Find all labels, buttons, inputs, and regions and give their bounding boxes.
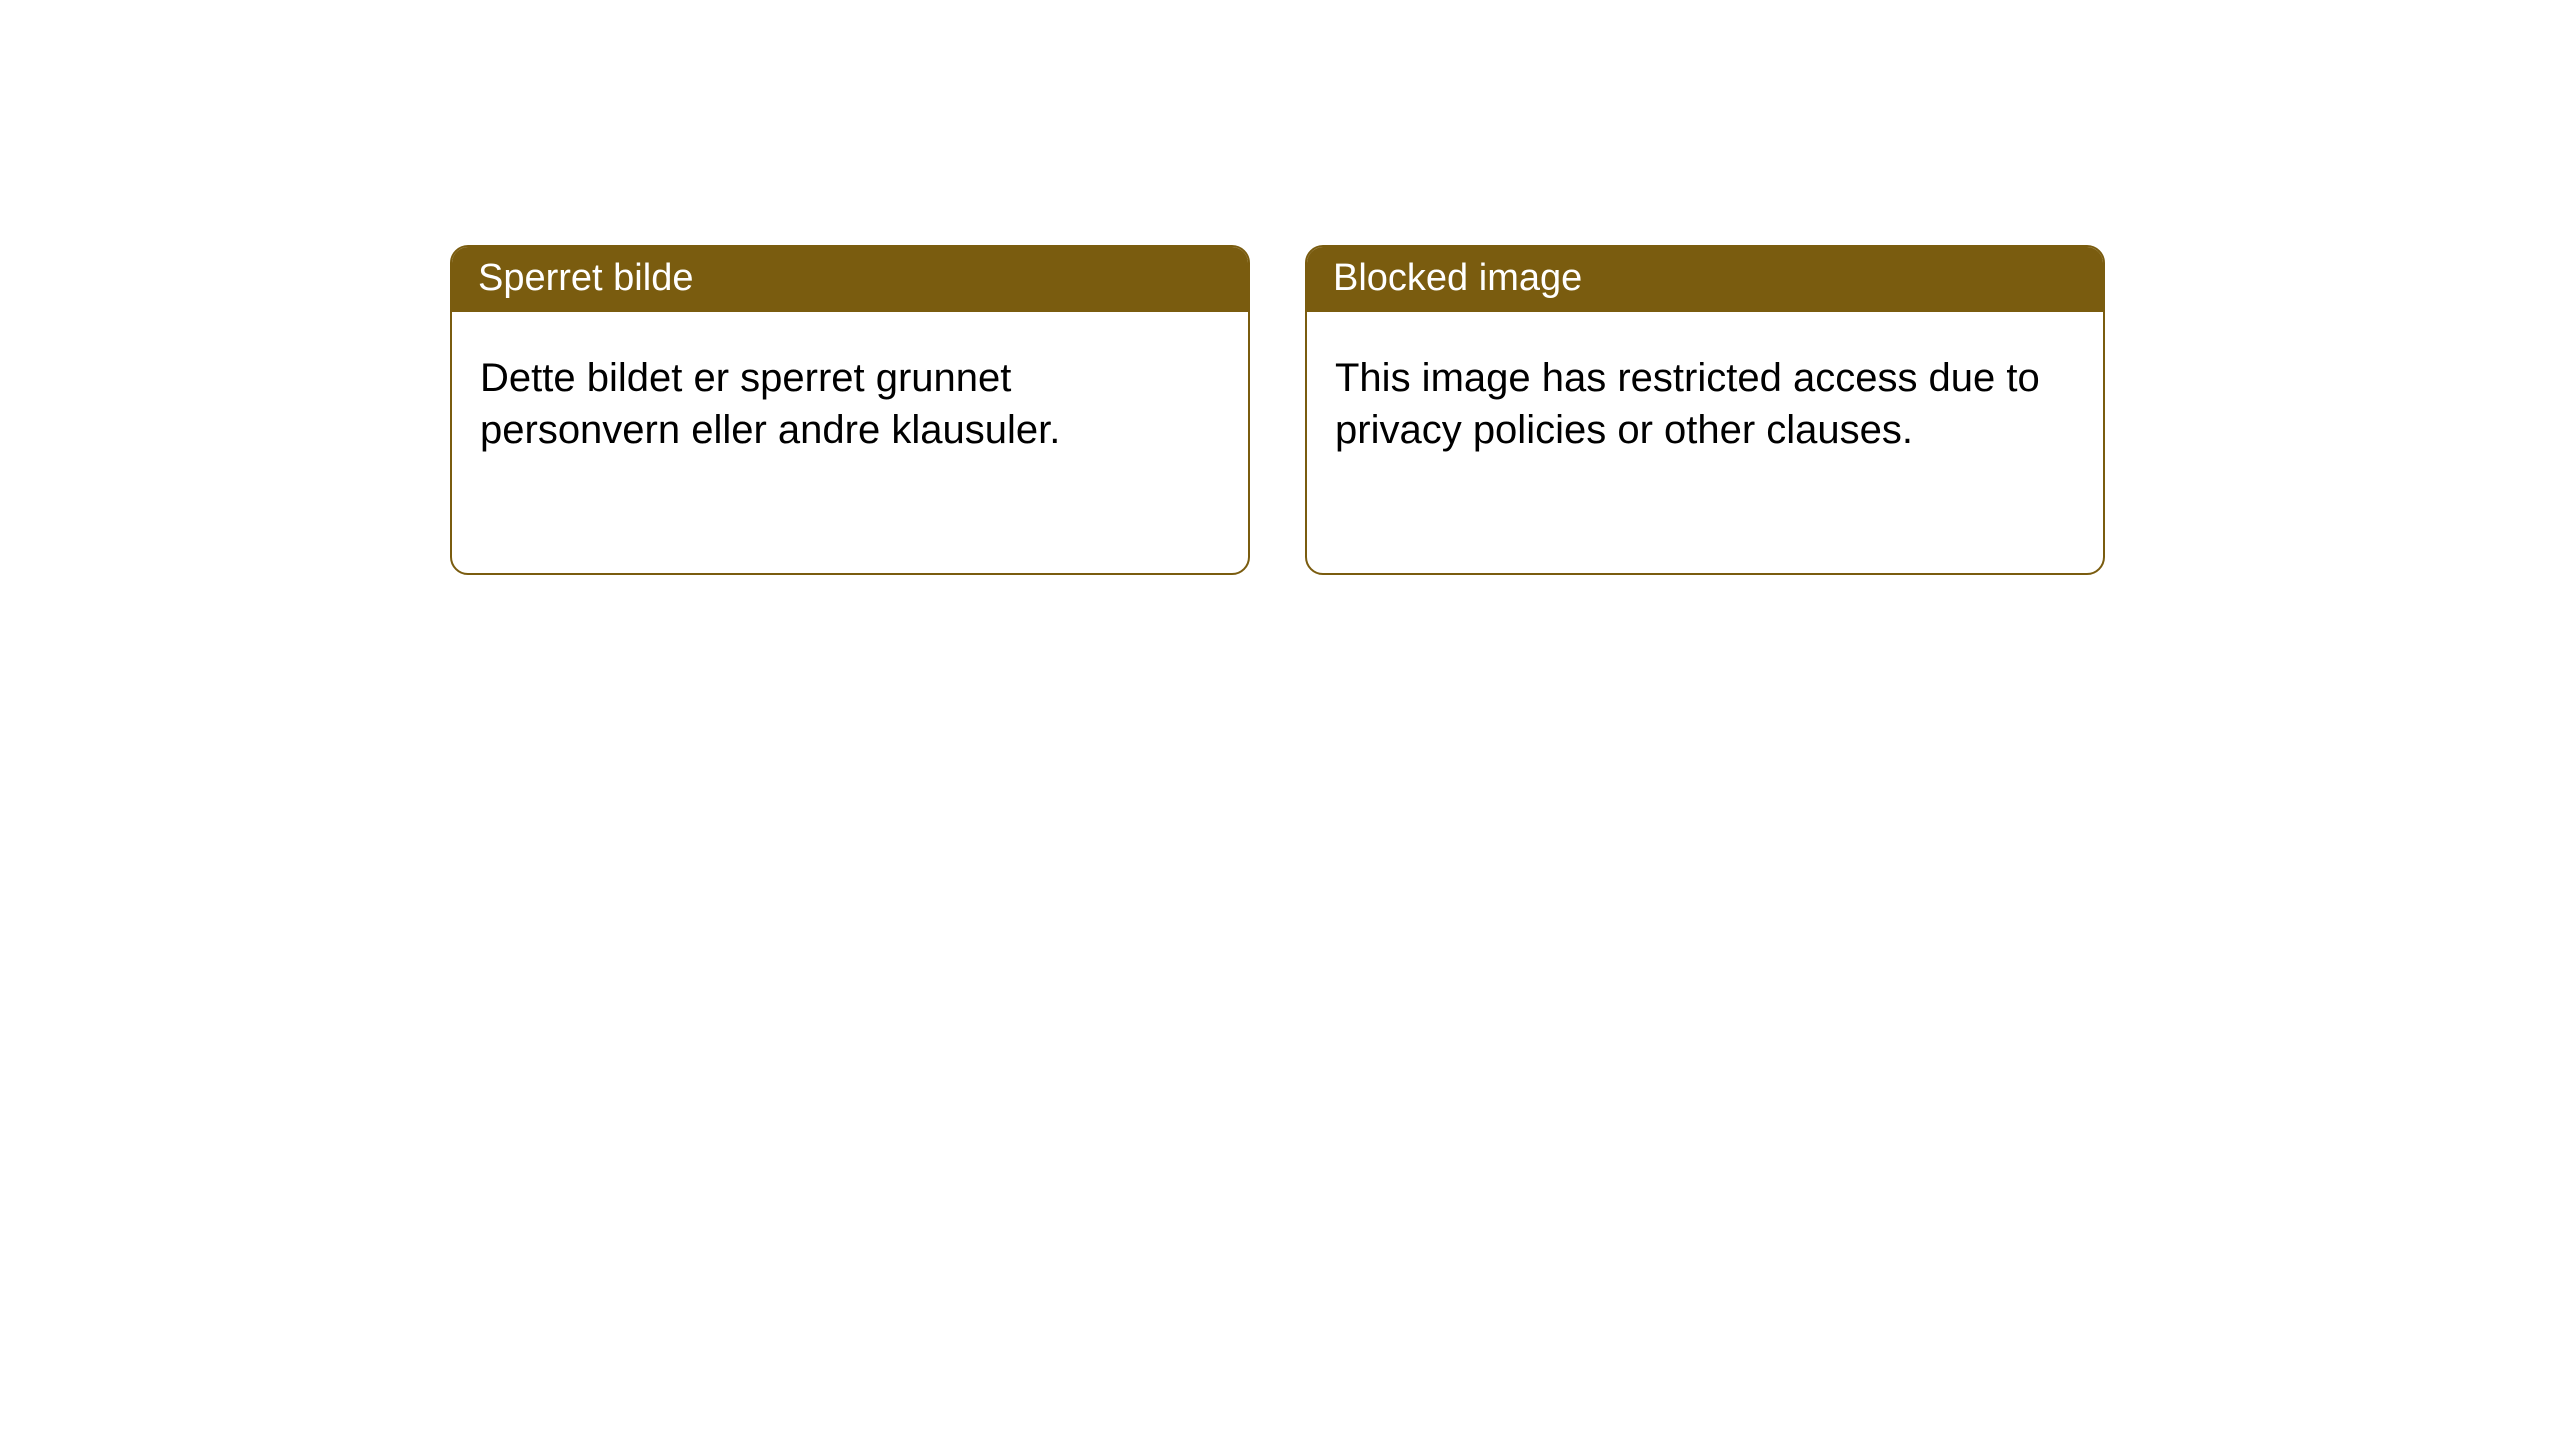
- notice-container: Sperret bilde Dette bildet er sperret gr…: [450, 245, 2105, 575]
- notice-title-english: Blocked image: [1307, 247, 2103, 312]
- notice-body-norwegian: Dette bildet er sperret grunnet personve…: [452, 312, 1248, 496]
- notice-title-norwegian: Sperret bilde: [452, 247, 1248, 312]
- notice-card-english: Blocked image This image has restricted …: [1305, 245, 2105, 575]
- notice-body-english: This image has restricted access due to …: [1307, 312, 2103, 496]
- notice-card-norwegian: Sperret bilde Dette bildet er sperret gr…: [450, 245, 1250, 575]
